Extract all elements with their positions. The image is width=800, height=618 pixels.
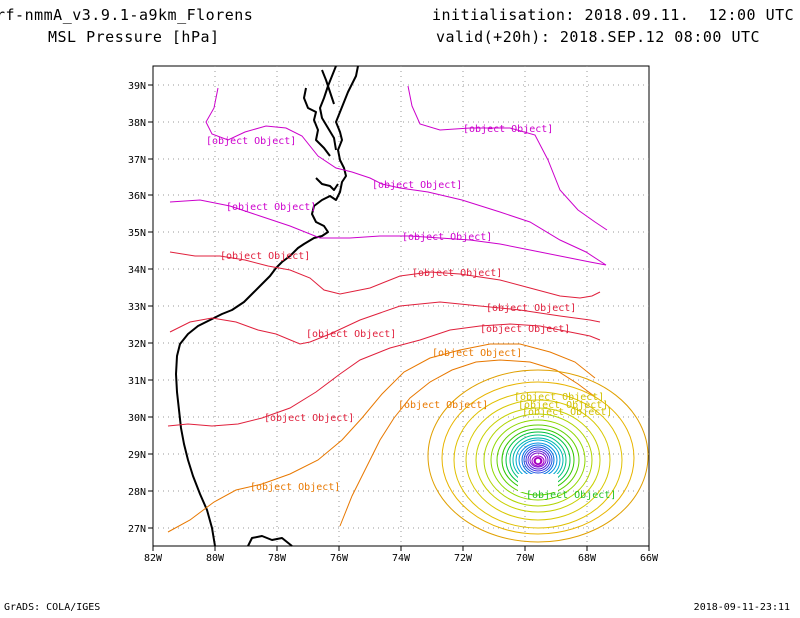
lat-label: 39N: [128, 81, 146, 92]
lat-label: 32N: [128, 339, 146, 350]
footer-credit: GrADS: COLA/IGES: [4, 602, 101, 613]
lat-labels: 39N 38N 37N 36N 35N 34N 33N 32N 31N 30N …: [128, 81, 146, 535]
lat-label: 36N: [128, 191, 146, 202]
isobar-label: [object Object]: [412, 268, 502, 279]
lon-label: 66W: [640, 553, 659, 564]
lon-label: 76W: [330, 553, 349, 564]
model-title: rf-nmmA_v3.9.1-a9km_Florens: [0, 6, 254, 24]
lat-label: 35N: [128, 228, 146, 239]
isobar-label: [object Object]: [480, 324, 570, 335]
isobar-label: [object Object]: [432, 348, 522, 359]
lon-label: 78W: [268, 553, 287, 564]
isobar-label: [object Object]: [486, 303, 576, 314]
init-time: initialisation: 2018.09.11. 12:00 UTC: [432, 6, 795, 24]
lon-label: 70W: [516, 553, 535, 564]
isobar-1018: [169, 251, 601, 299]
storm-center-icon: [534, 457, 542, 465]
field-title: MSL Pressure [hPa]: [48, 28, 220, 46]
lon-label: 72W: [454, 553, 473, 564]
lon-label: 68W: [578, 553, 597, 564]
lon-label: 80W: [206, 553, 225, 564]
footer-timestamp: 2018-09-11-23:11: [693, 602, 790, 613]
lat-label: 34N: [128, 265, 146, 276]
isobar-label: [object Object]: [522, 407, 612, 418]
isobar-label: [object Object]: [398, 400, 488, 411]
lat-label: 27N: [128, 524, 146, 535]
isobar-label: [object Object]: [206, 136, 296, 147]
isobar-label: [object Object]: [372, 180, 462, 191]
isobar-labels: [object Object] [object Object] [object …: [206, 124, 616, 501]
isobar-label: [object Object]: [463, 124, 553, 135]
lon-label: 74W: [392, 553, 411, 564]
isobar-1020: [205, 87, 607, 266]
isobar-label: [object Object]: [514, 392, 604, 403]
isobar-label: [object Object]: [220, 251, 310, 262]
coastline: [175, 65, 359, 547]
lon-labels: 82W 80W 78W 76W 74W 72W 70W 68W 66W: [144, 553, 659, 564]
lat-label: 30N: [128, 413, 146, 424]
isobar-label: [object Object]: [250, 482, 340, 493]
lat-label: 29N: [128, 450, 146, 461]
isobar-label: [object Object]: [402, 232, 492, 243]
lon-label: 82W: [144, 553, 163, 564]
isobar-1015: [167, 343, 596, 533]
isobar-1014: [339, 359, 595, 527]
isobar-label: [object Object]: [264, 413, 354, 424]
isobar-label: [object Object]: [306, 329, 396, 340]
isobars: [167, 85, 608, 533]
isobar-1021: [407, 85, 608, 231]
isobar-1017: [169, 301, 601, 345]
lat-label: 33N: [128, 302, 146, 313]
lat-label: 38N: [128, 118, 146, 129]
isobar-label: [object Object]: [518, 400, 608, 411]
lat-label: 37N: [128, 155, 146, 166]
lat-label: 28N: [128, 487, 146, 498]
valid-time: valid(+20h): 2018.SEP.12 08:00 UTC: [436, 28, 761, 46]
storm-isobars: [427, 369, 649, 543]
isobar-label: [object Object]: [526, 490, 616, 501]
isobar-1016: [167, 323, 601, 427]
isobar-1019: [169, 199, 607, 266]
lat-label: 31N: [128, 376, 146, 387]
isobar-label: [object Object]: [226, 202, 316, 213]
axis-ticks: [148, 84, 650, 551]
